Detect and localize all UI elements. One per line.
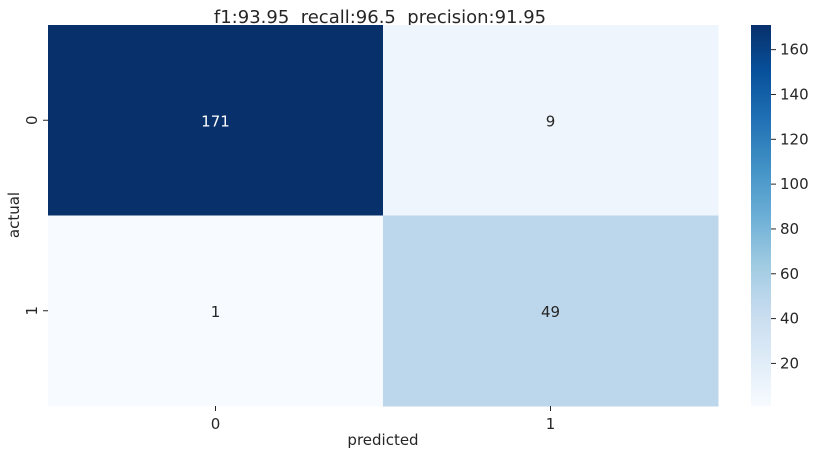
colorbar-tick-label-5: 120 <box>780 130 809 148</box>
colorbar <box>751 25 771 406</box>
y-axis-ticks: 01 <box>23 115 48 316</box>
cell-value-0-1: 9 <box>546 112 556 130</box>
x-axis-label: predicted <box>347 431 418 449</box>
colorbar-tick-label-3: 80 <box>780 220 799 238</box>
heatmap-cell-1-1 <box>383 215 719 407</box>
colorbar-tick-label-1: 40 <box>780 310 799 328</box>
heatmap-cell-0-1 <box>383 25 719 216</box>
x-tick-label-0: 0 <box>211 415 221 433</box>
heatmap-cell-0-0 <box>48 25 384 216</box>
y-tick-label-1: 1 <box>23 306 41 316</box>
y-tick-label-0: 0 <box>23 115 41 125</box>
cell-value-1-0: 1 <box>211 303 221 321</box>
colorbar-tick-label-0: 20 <box>780 354 799 372</box>
colorbar-ticks: 20 40 60 80 100 120 140 160 <box>771 41 809 372</box>
x-tick-label-1: 1 <box>546 415 556 433</box>
cell-value-1-1: 49 <box>541 303 560 321</box>
colorbar-tick-label-2: 60 <box>780 265 799 283</box>
heatmap-cell-1-0 <box>48 215 384 407</box>
cell-annotations: 171 9 1 49 <box>201 112 560 321</box>
colorbar-tick-label-7: 160 <box>780 41 809 59</box>
cell-value-0-0: 171 <box>201 112 230 130</box>
colorbar-tick-label-6: 140 <box>780 85 809 103</box>
y-axis-label: actual <box>5 192 23 238</box>
colorbar-tick-label-4: 100 <box>780 175 809 193</box>
heatmap-cells <box>48 25 719 407</box>
chart-title: f1:93.95 recall:96.5 precision:91.95 <box>214 7 546 28</box>
